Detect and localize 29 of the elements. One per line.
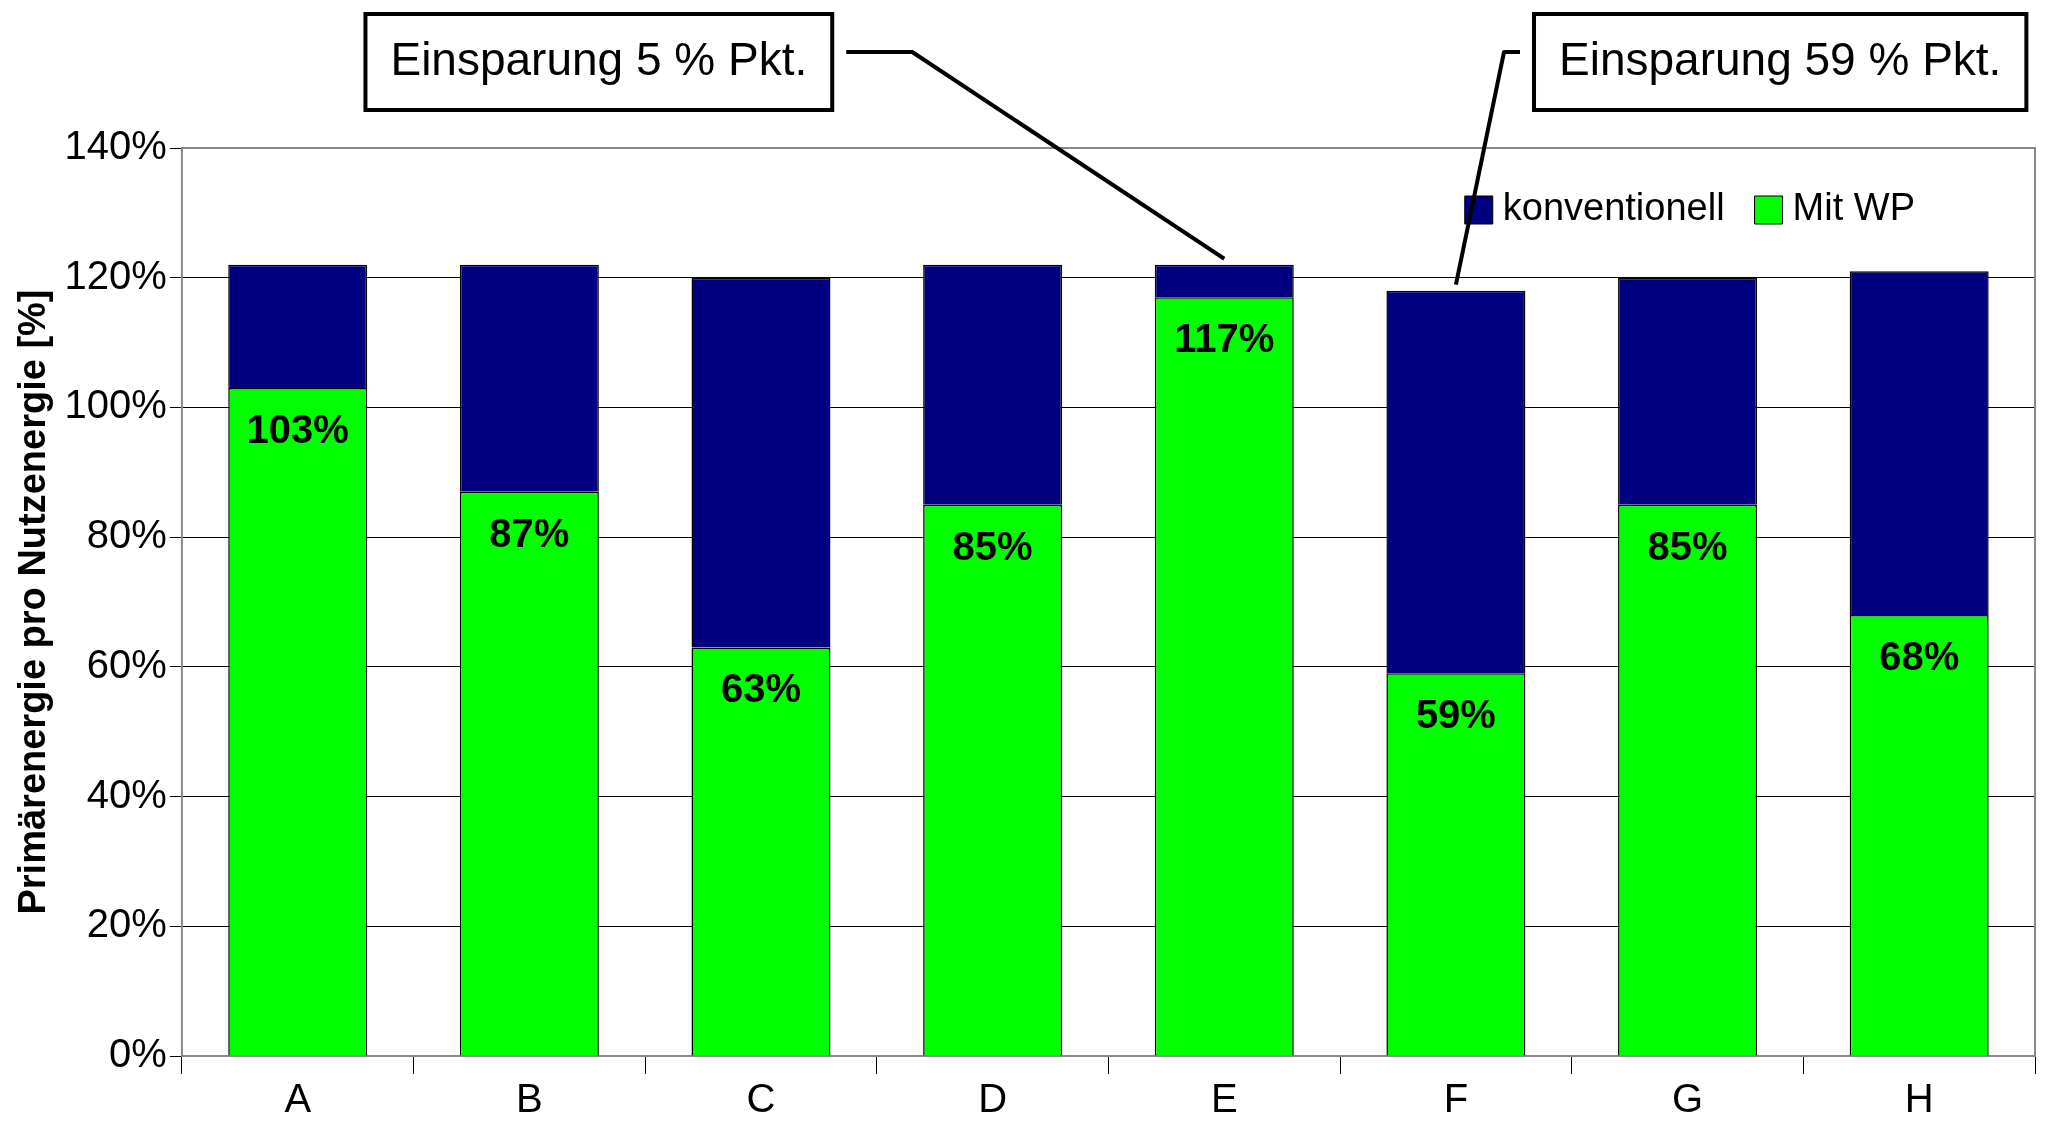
y-tick-label: 80% bbox=[86, 512, 167, 557]
y-tick-label: 40% bbox=[86, 771, 167, 816]
data-label: 85% bbox=[952, 523, 1033, 568]
data-label: 59% bbox=[1415, 692, 1496, 737]
data-label: 85% bbox=[1647, 523, 1728, 568]
annotation: Einsparung 59 % Pkt. bbox=[1559, 32, 2002, 85]
y-tick-label: 100% bbox=[64, 382, 167, 427]
x-tick-label: B bbox=[516, 1076, 543, 1121]
y-tick-label: 140% bbox=[64, 123, 167, 168]
annotation: Einsparung 5 % Pkt. bbox=[390, 32, 808, 85]
y-tick-label: 60% bbox=[86, 641, 167, 686]
x-tick-label: F bbox=[1443, 1076, 1469, 1121]
y-tick-label: 20% bbox=[86, 901, 167, 946]
x-tick-label: D bbox=[978, 1076, 1008, 1121]
data-label: 68% bbox=[1879, 634, 1960, 678]
x-tick-label: C bbox=[746, 1076, 776, 1121]
data-label: 117% bbox=[1174, 316, 1275, 361]
y-axis-title: Primärenergie pro Nutzenergie [%] bbox=[11, 289, 54, 915]
x-tick-label: E bbox=[1210, 1076, 1238, 1121]
x-tick-label: H bbox=[1904, 1076, 1934, 1121]
legend-label: konventionell bbox=[1502, 186, 1725, 229]
y-tick-label: 120% bbox=[64, 252, 167, 297]
data-label: 63% bbox=[720, 666, 802, 711]
x-tick-label: G bbox=[1671, 1076, 1704, 1121]
legend-label: Mit WP bbox=[1792, 186, 1916, 229]
data-label: 103% bbox=[246, 407, 349, 451]
data-label: 87% bbox=[489, 510, 570, 555]
x-tick-label: A bbox=[284, 1076, 312, 1121]
y-tick-label: 0% bbox=[109, 1031, 167, 1076]
